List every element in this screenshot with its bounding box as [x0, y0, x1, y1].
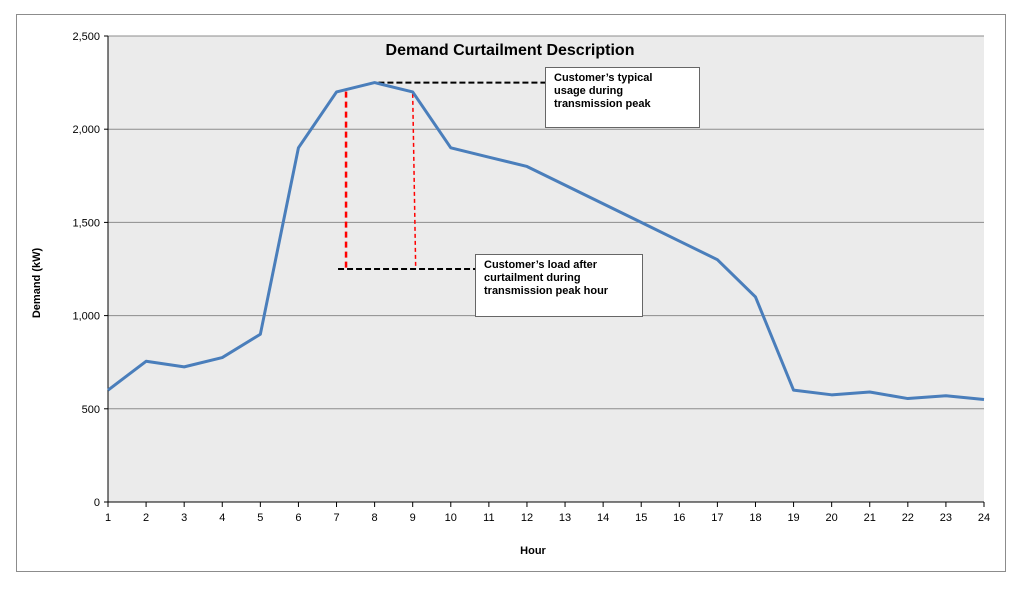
- series-line-demand: [107, 81, 985, 401]
- callout-curtailed-line-1: Customer’s load after: [484, 259, 598, 271]
- y-tick-label: 1,500: [72, 217, 100, 229]
- x-tick-label: 19: [787, 512, 799, 524]
- callout-typical-usage: Customer’s typical usage during transmis…: [545, 67, 700, 128]
- x-tick-label: 22: [902, 512, 914, 524]
- callout-typical-line-1: Customer’s typical: [554, 72, 653, 84]
- x-tick-label: 4: [219, 512, 225, 524]
- curtailment-marker-right: [411, 93, 417, 270]
- x-tick-label: 3: [181, 512, 187, 524]
- y-tick-label: 0: [94, 497, 100, 509]
- x-tick-label: 14: [597, 512, 609, 524]
- callout-typical-line-3: transmission peak: [554, 98, 651, 110]
- x-tick-label: 23: [940, 512, 952, 524]
- x-tick-label: 1: [105, 512, 111, 524]
- annotation-lines: [338, 81, 545, 270]
- callout-curtailed-line-3: transmission peak hour: [484, 285, 609, 297]
- x-tick-label: 11: [483, 512, 494, 524]
- x-tick-label: 20: [826, 512, 838, 524]
- y-tick-label: 1,000: [72, 311, 100, 323]
- y-tick-label: 500: [82, 404, 100, 416]
- y-tick-label: 2,000: [72, 124, 100, 136]
- x-tick-label: 24: [978, 512, 990, 524]
- x-tick-label: 16: [673, 512, 685, 524]
- chart-title: Demand Curtailment Description: [386, 42, 635, 59]
- x-tick-label: 21: [864, 512, 876, 524]
- x-tick-label: 17: [711, 512, 723, 524]
- y-axis-ticks: 0 500 1,000 1,500 2,000 2,500: [72, 31, 108, 509]
- callout-curtailed-line-2: curtailment during: [484, 272, 581, 284]
- callout-typical-line-2: usage during: [554, 85, 624, 97]
- x-axis-title: Hour: [520, 545, 546, 557]
- x-tick-label: 7: [333, 512, 339, 524]
- x-tick-label: 10: [445, 512, 457, 524]
- axes: [107, 36, 984, 503]
- y-axis-title: Demand (kW): [31, 248, 43, 319]
- x-tick-label: 15: [635, 512, 647, 524]
- x-tick-label: 6: [295, 512, 301, 524]
- y-tick-label: 2,500: [72, 31, 100, 43]
- x-tick-label: 13: [559, 512, 571, 524]
- x-tick-label: 2: [143, 512, 149, 524]
- callout-curtailed-load: Customer’s load after curtailment during…: [475, 254, 643, 317]
- x-tick-label: 12: [521, 512, 533, 524]
- x-tick-label: 18: [749, 512, 761, 524]
- x-axis-ticks: 1 2 3 4 5 6 7 8 9 10 11 12 13 14 15 16 17 18 19 20 21 22 23 24: [105, 502, 990, 524]
- x-tick-label: 9: [410, 512, 416, 524]
- x-tick-label: 5: [257, 512, 263, 524]
- x-tick-label: 8: [372, 512, 378, 524]
